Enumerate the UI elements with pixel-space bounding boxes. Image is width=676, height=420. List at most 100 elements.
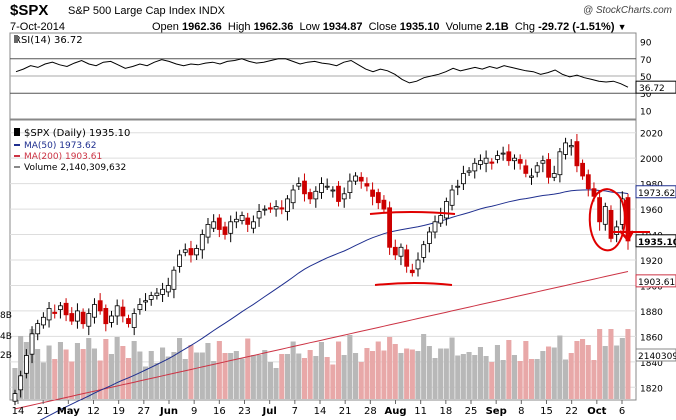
x-tick-label: 7 — [292, 406, 298, 417]
volume-bar — [262, 350, 268, 399]
candle-body — [262, 208, 268, 211]
volume-bar — [40, 362, 46, 399]
candle-body — [574, 141, 580, 167]
chg-dropdown-icon[interactable]: ▼ — [617, 22, 627, 32]
candle-body — [517, 159, 523, 164]
candle-body — [228, 221, 234, 234]
candle-body — [466, 170, 472, 173]
candle-body — [307, 192, 313, 200]
volume-bar — [279, 354, 285, 399]
candle-body — [199, 234, 205, 251]
annotations — [369, 188, 650, 286]
volume-bar — [336, 341, 342, 399]
volume-bar — [250, 355, 256, 399]
candle-body — [109, 315, 114, 323]
candle-body — [188, 248, 194, 256]
ma50-last-value: 1973.62 — [638, 189, 675, 199]
candle-body — [426, 231, 432, 244]
volume-bar — [472, 355, 478, 399]
candle-body — [506, 151, 512, 162]
support-line-top — [369, 211, 456, 215]
x-tick-label: 14 — [314, 406, 327, 417]
x-tick-label: 9 — [191, 406, 197, 417]
open-label: Open — [152, 21, 179, 33]
rsi-tick-label: 10 — [640, 107, 652, 117]
candle-body — [500, 152, 506, 155]
volume-bar — [29, 329, 35, 399]
candle-body — [534, 165, 540, 173]
volume-bar — [551, 347, 557, 399]
volume-bar — [398, 353, 404, 399]
rsi-panel: 90 70 50 30 10 36.72 RSI(14) 36.72 — [9, 32, 676, 120]
candle-body — [279, 207, 285, 210]
volume-bar — [126, 358, 132, 399]
x-tick-label: 8 — [518, 406, 524, 417]
candle-body — [12, 393, 18, 402]
candle-body — [387, 207, 393, 248]
volume-bar — [375, 341, 381, 399]
ma50-line — [39, 189, 629, 420]
volume-bar — [494, 345, 500, 399]
x-tick-label: 22 — [565, 406, 578, 417]
candle-body — [245, 217, 251, 225]
volume-bar — [483, 356, 489, 399]
volume-bar — [614, 345, 620, 399]
volume-bar — [460, 354, 466, 399]
candle-body — [409, 269, 415, 274]
candle-body — [551, 173, 557, 178]
volume-bar — [523, 341, 529, 399]
candle-body — [443, 201, 449, 219]
volume-bar — [489, 362, 495, 399]
index-full-name: S&P 500 Large Cap Index — [68, 5, 196, 17]
volume-bar — [267, 362, 273, 399]
price-title: $SPX (Daily) 1935.10 — [24, 128, 130, 139]
volume-bar — [239, 358, 245, 399]
low-label: Low — [299, 21, 320, 33]
circle-october — [588, 188, 626, 252]
volume-bar — [341, 355, 347, 399]
volume-bar — [409, 349, 415, 399]
volume-bar — [171, 352, 177, 399]
price-panel: 2020200019801960194019201900188018601840… — [0, 119, 676, 420]
candle-body — [97, 300, 103, 312]
volume-bar — [284, 354, 290, 399]
candle-body — [75, 310, 80, 322]
close-label: Close — [368, 21, 397, 33]
volume-bar — [597, 329, 603, 399]
candle-body — [41, 316, 46, 326]
volume-bar — [307, 350, 313, 399]
candle-body — [58, 305, 63, 310]
candle-body — [557, 151, 563, 176]
candle-body — [69, 313, 75, 322]
candle-body — [23, 355, 29, 374]
candle-body — [120, 306, 126, 317]
candle-body — [495, 155, 500, 160]
volume-bar — [211, 361, 217, 399]
volume-bar — [455, 355, 461, 399]
candle-body — [336, 185, 341, 202]
volume-bar — [557, 335, 563, 399]
volume-bar — [477, 347, 483, 399]
volume-bar — [466, 352, 472, 399]
volume-bar — [188, 345, 194, 399]
x-tick-label: 19 — [112, 406, 125, 417]
price-tick-label: 2000 — [640, 155, 663, 165]
candle-body — [347, 180, 353, 194]
volume-bar — [347, 335, 353, 399]
volume-bar — [301, 358, 307, 399]
candle-body — [568, 145, 574, 148]
quote-date: 7-Oct-2014 — [10, 21, 66, 33]
volume-bar — [313, 356, 319, 399]
candle-body — [324, 185, 330, 188]
volume-bar — [381, 350, 387, 399]
x-tick-label: 16 — [213, 406, 226, 417]
candle-body — [392, 246, 398, 256]
chg-label: Chg — [514, 21, 535, 33]
close-value: 1935.10 — [399, 21, 440, 33]
volume-bar — [165, 356, 171, 399]
volume-bar — [585, 345, 591, 399]
candle-body — [546, 159, 551, 178]
volume-bar — [86, 338, 92, 399]
volume-bar — [154, 363, 160, 399]
candle-body — [182, 249, 188, 253]
